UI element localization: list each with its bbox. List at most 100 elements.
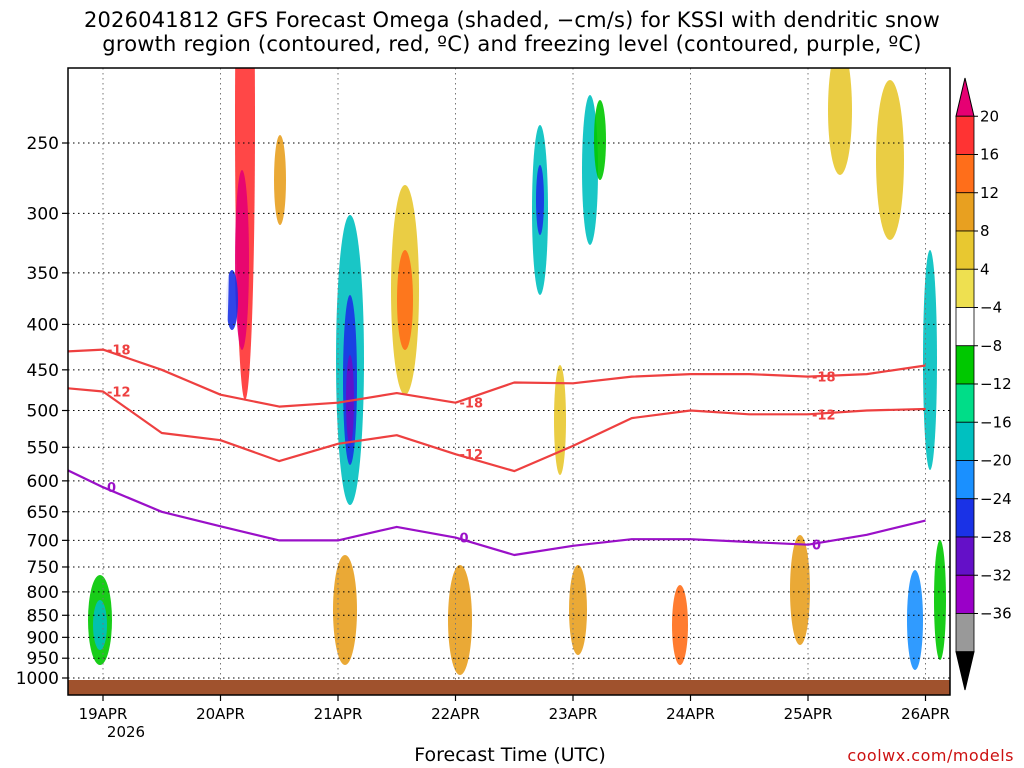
- omega-shade-31: [274, 135, 286, 225]
- plot-frame: [67, 67, 951, 696]
- omega-shade-26: [802, 250, 818, 310]
- colorbar-swatch-11: [955, 498, 975, 538]
- colorbar-label-10: −24: [980, 490, 1012, 508]
- colorbar-swatch-6: [955, 307, 975, 347]
- omega-shade-11: [582, 95, 598, 245]
- colorbar-swatch-1: [955, 115, 975, 155]
- omega-shade-16: [448, 565, 472, 675]
- xtick-label-25APR: 25APR: [784, 705, 833, 723]
- x-axis-title: Forecast Time (UTC): [414, 744, 606, 766]
- xtick-label-19APR: 19APR: [79, 705, 128, 723]
- ytick-label-1000: 1000: [16, 669, 59, 689]
- freezing-level-contour-label: 0: [812, 539, 821, 554]
- omega-shade-32: [554, 365, 566, 475]
- colorbar-top-arrow: [955, 77, 975, 117]
- colorbar-label-5: −4: [980, 299, 1002, 317]
- dendritic-contour--18-label: -18: [812, 371, 836, 386]
- omega-shade-20: [828, 68, 852, 175]
- dendritic-contour--12: [68, 387, 926, 473]
- omega-shade-15: [333, 555, 357, 665]
- colorbar-swatch-10: [955, 460, 975, 500]
- xtick-label-23APR: 23APR: [549, 705, 598, 723]
- colorbar-bottom-arrow: [955, 651, 975, 691]
- freezing-level-contour: [68, 469, 926, 557]
- freezing-level-contour-label: 0: [460, 532, 469, 547]
- xtick-label-22APR: 22APR: [431, 705, 480, 723]
- colorbar-swatch-8: [955, 383, 975, 423]
- colorbar-label-7: −12: [980, 375, 1012, 393]
- omega-shade-30: [477, 160, 493, 280]
- freezing-level-contour-label: 0: [107, 481, 116, 496]
- dendritic-contour--12-label: -12: [460, 448, 484, 463]
- omega-shade-2: [226, 270, 238, 330]
- colorbar-label-1: 16: [980, 146, 999, 164]
- colorbar-swatch-14: [955, 613, 975, 653]
- omega-shade-23: [907, 570, 923, 670]
- omega-shade-12: [594, 100, 606, 180]
- ytick-label-300: 300: [27, 204, 59, 224]
- omega-shade-29: [754, 155, 766, 245]
- ytick-label-650: 650: [27, 503, 59, 523]
- omega-shade-17: [569, 565, 587, 655]
- ground-surface: [68, 680, 950, 695]
- dendritic-contour--18-label: -18: [107, 344, 131, 359]
- ytick-label-900: 900: [27, 628, 59, 648]
- omega-shade-3: [201, 68, 229, 430]
- omega-shade-14: [93, 600, 107, 650]
- omega-shade-18: [672, 585, 688, 665]
- xtick-label-20APR: 20APR: [196, 705, 245, 723]
- ytick-label-550: 550: [27, 438, 59, 458]
- colorbar-label-12: −32: [980, 566, 1012, 584]
- colorbar-swatch-3: [955, 192, 975, 232]
- xtick-label-21APR: 21APR: [314, 705, 363, 723]
- ytick-label-600: 600: [27, 472, 59, 492]
- colorbar-swatch-2: [955, 154, 975, 194]
- ytick-label-700: 700: [27, 531, 59, 551]
- omega-shade-21: [876, 80, 904, 240]
- xtick-label-24APR: 24APR: [666, 705, 715, 723]
- colorbar-label-4: 4: [980, 260, 990, 278]
- ytick-label-250: 250: [27, 134, 59, 154]
- colorbar-label-6: −8: [980, 337, 1002, 355]
- colorbar-swatch-13: [955, 574, 975, 614]
- omega-shade-8: [397, 250, 413, 350]
- omega-shade-27: [680, 80, 690, 140]
- colorbar-label-13: −36: [980, 605, 1012, 623]
- colorbar-swatch-5: [955, 268, 975, 308]
- ytick-label-750: 750: [27, 558, 59, 578]
- chart-title-line1: 2026041812 GFS Forecast Omega (shaded, −…: [83, 8, 941, 32]
- omega-shade-19: [790, 535, 810, 645]
- ytick-label-800: 800: [27, 583, 59, 603]
- credit-link[interactable]: coolwx.com/models: [847, 746, 1014, 765]
- omega-shade-1: [235, 170, 249, 350]
- omega-shade-10: [536, 165, 544, 235]
- ytick-label-950: 950: [27, 649, 59, 669]
- colorbar-label-2: 12: [980, 184, 999, 202]
- colorbar-label-9: −20: [980, 452, 1012, 470]
- xtick-label-26APR: 26APR: [901, 705, 950, 723]
- omega-shade-25: [141, 68, 159, 185]
- ytick-label-350: 350: [27, 264, 59, 284]
- omega-shade-28: [735, 68, 745, 95]
- colorbar-swatch-4: [955, 230, 975, 270]
- colorbar-label-0: 20: [980, 107, 999, 125]
- dendritic-contour--18-label: -18: [460, 397, 484, 412]
- chart-title-line2: growth region (contoured, red, ºC) and f…: [102, 32, 922, 56]
- ytick-label-400: 400: [27, 315, 59, 335]
- omega-shade-22: [923, 250, 937, 470]
- dendritic-contour--12-label: -12: [107, 386, 131, 401]
- colorbar-swatch-9: [955, 421, 975, 461]
- colorbar-label-8: −16: [980, 413, 1012, 431]
- ytick-label-850: 850: [27, 606, 59, 626]
- dendritic-contour--12-label: -12: [812, 408, 836, 423]
- ytick-label-450: 450: [27, 361, 59, 381]
- xtick-year-label: 2026: [107, 723, 145, 741]
- omega-shade-24: [934, 540, 946, 660]
- ytick-label-500: 500: [27, 402, 59, 422]
- colorbar-swatch-7: [955, 345, 975, 385]
- colorbar-label-3: 8: [980, 222, 990, 240]
- colorbar-swatch-12: [955, 536, 975, 576]
- dendritic-contour--18: [68, 348, 926, 408]
- colorbar-label-11: −28: [980, 528, 1012, 546]
